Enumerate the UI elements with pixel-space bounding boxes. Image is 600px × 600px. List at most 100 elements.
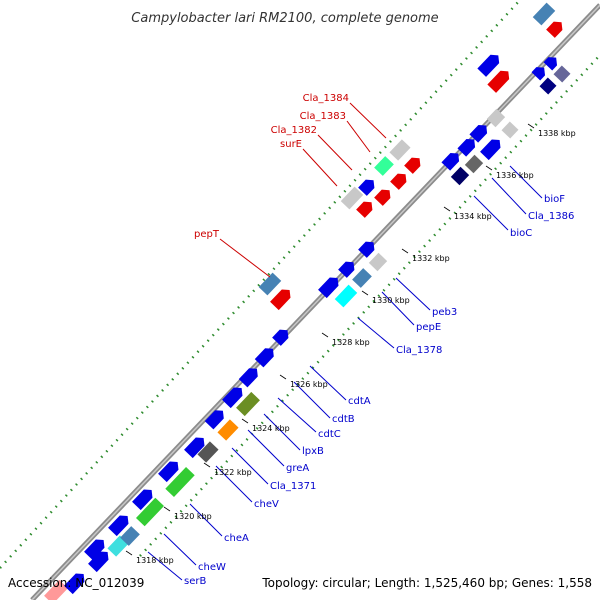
leader-line (309, 365, 347, 401)
gene-feature[interactable] (374, 186, 394, 206)
leader-line (231, 447, 269, 485)
tick-label: 1338 kbp (538, 129, 576, 138)
tick-label: 1326 kbp (290, 380, 328, 389)
gene-labels: Cla_1384 Cla_1383 Cla_1382 surE pepT bioF Cla_… (147, 93, 574, 587)
gene-label[interactable]: cdtC (318, 429, 341, 440)
gene-label[interactable]: lpxB (302, 446, 324, 457)
gene-label[interactable]: peb3 (432, 307, 457, 318)
gene-feature[interactable] (480, 136, 504, 161)
tick-mark (125, 550, 133, 556)
tick-mark (485, 165, 493, 171)
gene-label[interactable]: bioF (544, 194, 565, 205)
gene-feature[interactable] (132, 486, 156, 511)
tick-mark (401, 248, 409, 254)
gene-feature[interactable] (543, 54, 561, 71)
gene-label[interactable]: cheA (224, 533, 249, 544)
gene-feature[interactable] (457, 135, 478, 157)
gene-feature[interactable] (222, 384, 246, 409)
gene-feature[interactable] (487, 67, 512, 93)
tick-mark (279, 374, 287, 380)
gene-feature[interactable] (338, 258, 358, 278)
gene-feature[interactable] (553, 65, 571, 83)
leader-line (189, 503, 223, 537)
gene-feature[interactable] (486, 108, 506, 128)
gene-feature[interactable] (368, 252, 388, 272)
gene-feature[interactable] (44, 579, 68, 600)
gene-label[interactable]: Cla_1371 (270, 481, 316, 492)
gene-feature[interactable] (539, 77, 557, 95)
gene-label[interactable]: cdtB (332, 414, 355, 425)
tick-mark (163, 506, 171, 512)
leader-line (219, 238, 271, 278)
gene-label[interactable]: serB (184, 576, 206, 587)
gene-feature[interactable] (340, 186, 364, 210)
gene-feature[interactable] (450, 166, 470, 186)
gene-feature[interactable] (258, 272, 282, 296)
gene-feature[interactable] (441, 149, 462, 171)
gene-label[interactable]: bioC (510, 228, 532, 239)
leader-line (277, 397, 317, 433)
gene-feature[interactable] (270, 286, 294, 311)
gene-label[interactable]: pepE (416, 322, 441, 333)
gene-label[interactable]: Cla_1383 (300, 111, 346, 122)
gene-label[interactable]: Cla_1378 (396, 345, 442, 356)
leader-line (381, 291, 415, 326)
gene-label[interactable]: Cla_1382 (271, 125, 317, 136)
leader-line (349, 102, 387, 139)
gene-feature[interactable] (531, 64, 549, 81)
tick-label: 1328 kbp (332, 338, 370, 347)
gene-feature[interactable] (236, 391, 260, 417)
accession-text: Accession: NC_012039 (8, 576, 144, 590)
gene-label[interactable]: cheV (254, 499, 279, 510)
gene-label[interactable]: cdtA (348, 396, 371, 407)
gene-feature[interactable] (184, 434, 208, 459)
gene-feature[interactable] (135, 497, 165, 527)
gene-feature[interactable] (404, 154, 424, 174)
gene-feature[interactable] (464, 154, 484, 174)
kbp-ticks: 1318 kbp 1320 kbp 1322 kbp 1324 kbp 1326 kbp… (125, 123, 576, 565)
tick-mark (361, 290, 369, 296)
gene-feature[interactable] (158, 458, 182, 483)
gene-feature[interactable] (120, 526, 140, 546)
leader-line (215, 465, 253, 503)
tick-mark (241, 418, 249, 424)
gene-feature[interactable] (238, 365, 261, 388)
leader-line (263, 413, 301, 451)
gene-feature[interactable] (352, 268, 372, 288)
gene-feature[interactable] (469, 121, 490, 143)
gene-feature[interactable] (165, 467, 195, 497)
gene-label[interactable]: surE (280, 139, 302, 150)
gene-feature[interactable] (546, 18, 566, 38)
gene-label[interactable]: cheW (198, 562, 226, 573)
gene-feature[interactable] (84, 536, 108, 561)
gene-feature[interactable] (64, 570, 88, 595)
gene-feature[interactable] (204, 407, 227, 430)
leader-line (163, 533, 197, 566)
gene-feature[interactable] (501, 121, 519, 139)
gene-feature[interactable] (197, 441, 219, 463)
gene-label[interactable]: Cla_1386 (528, 211, 574, 222)
gene-feature[interactable] (107, 535, 129, 557)
gene-feature[interactable] (108, 512, 132, 537)
gene-features (44, 2, 571, 600)
gene-label[interactable]: Cla_1384 (303, 93, 349, 104)
gene-feature[interactable] (358, 238, 378, 258)
gene-feature[interactable] (318, 274, 342, 299)
tick-label: 1322 kbp (214, 468, 252, 477)
tick-mark (321, 332, 329, 338)
gene-feature[interactable] (390, 170, 410, 190)
gene-feature[interactable] (217, 419, 239, 441)
gene-feature[interactable] (272, 326, 292, 346)
gene-feature[interactable] (389, 139, 411, 161)
gene-feature[interactable] (358, 176, 378, 196)
gene-feature[interactable] (334, 284, 358, 308)
gene-feature[interactable] (477, 51, 502, 77)
gene-feature[interactable] (88, 548, 112, 573)
gene-label[interactable]: pepT (194, 229, 220, 240)
gene-feature[interactable] (254, 345, 277, 368)
gene-feature[interactable] (532, 2, 556, 26)
gene-label[interactable]: greA (286, 463, 309, 474)
gene-feature[interactable] (374, 156, 394, 176)
gene-feature[interactable] (356, 198, 376, 218)
genome-backbone (30, 3, 600, 600)
